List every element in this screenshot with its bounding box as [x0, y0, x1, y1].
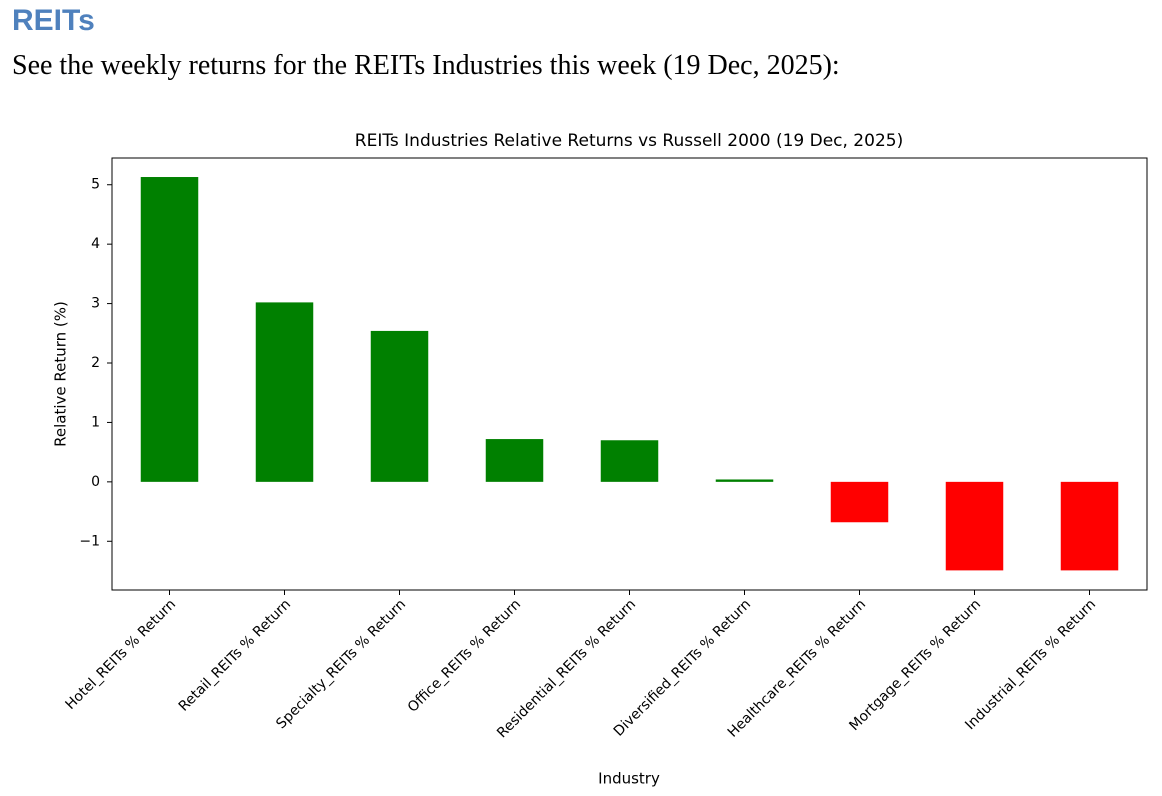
bar: [255, 302, 314, 482]
bar: [830, 481, 889, 523]
y-axis-label: Relative Return (%): [52, 301, 70, 447]
bar: [485, 439, 544, 482]
y-tick-label: 4: [91, 236, 100, 252]
x-tick-label: Diversified_REITs % Return: [611, 596, 754, 739]
x-tick-label: Office_REITs % Return: [405, 596, 524, 715]
x-tick-label: Healthcare_REITs % Return: [725, 596, 869, 740]
y-tick-label: 0: [91, 474, 100, 490]
bar: [600, 440, 659, 482]
chart-title: REITs Industries Relative Returns vs Rus…: [355, 131, 903, 151]
bar: [140, 177, 199, 482]
axes-frame: [111, 157, 1148, 591]
x-tick-label: Hotel_REITs % Return: [62, 596, 179, 713]
bar: [1060, 481, 1119, 571]
y-tick-label: 1: [91, 414, 100, 430]
y-tick-label: −1: [79, 533, 100, 549]
x-axis-label: Industry: [598, 770, 660, 788]
x-tick-label: Industrial_REITs % Return: [962, 596, 1099, 733]
x-tick-label: Specialty_REITs % Return: [273, 596, 409, 732]
y-tick-label: 3: [91, 296, 100, 312]
x-tick-label: Mortgage_REITs % Return: [846, 596, 984, 734]
y-tick-label: 5: [91, 177, 100, 193]
heading: REITs: [12, 4, 95, 37]
y-tick-label: 2: [91, 355, 100, 371]
bar: [370, 330, 429, 482]
bar: [715, 479, 774, 482]
x-tick-label: Retail_REITs % Return: [176, 596, 294, 714]
bar: [945, 481, 1004, 571]
subtitle: See the weekly returns for the REITs Ind…: [12, 50, 840, 81]
x-tick-label: Residential_REITs % Return: [494, 596, 639, 741]
